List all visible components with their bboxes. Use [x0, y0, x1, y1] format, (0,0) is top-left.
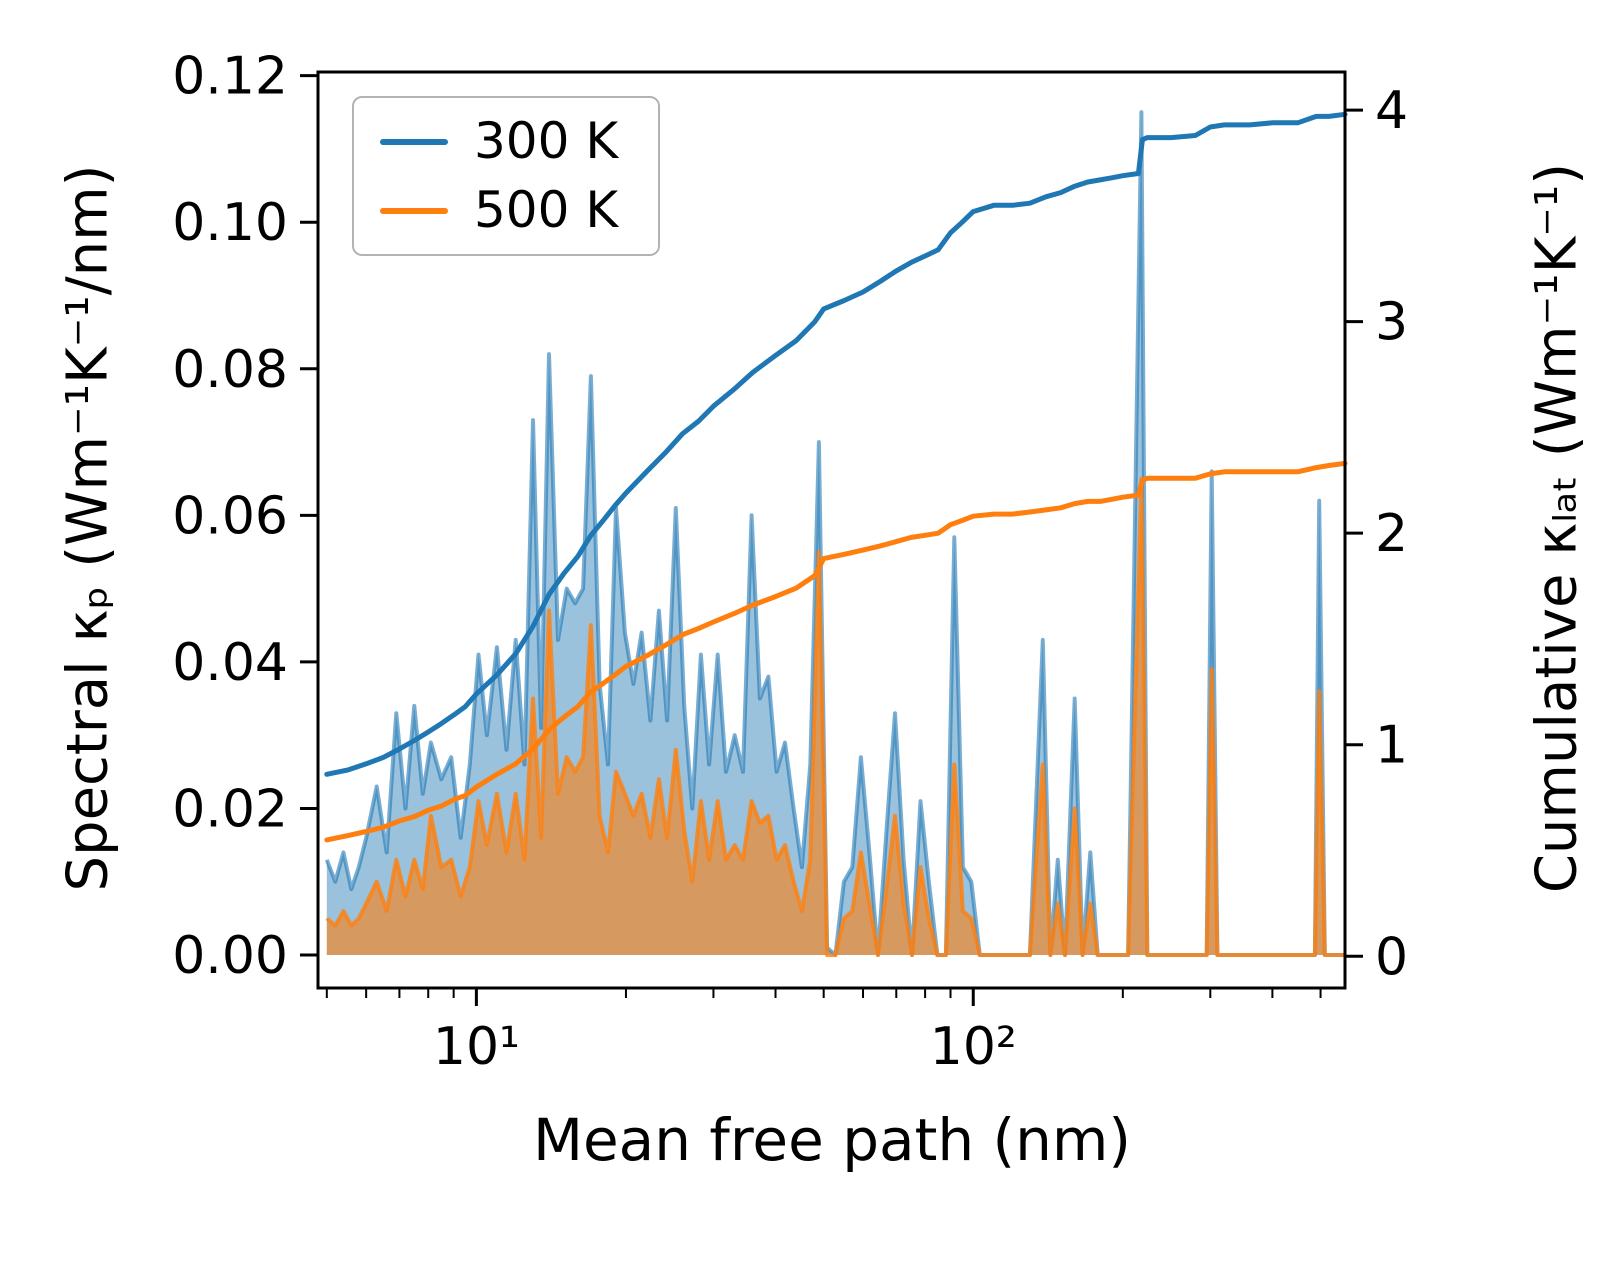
y-axis-label-right: Cumulative κₗₐₜ (Wm⁻¹K⁻¹)	[1524, 162, 1590, 894]
x-axis-label: Mean free path (nm)	[532, 1106, 1132, 1174]
x-tick-label: 10²	[930, 1017, 1017, 1077]
y-right-tick-label: 4	[1375, 81, 1408, 141]
y-left-tick-label: 0.10	[172, 193, 288, 253]
y-right-tick-label: 1	[1375, 716, 1408, 776]
y-right-tick-label: 0	[1375, 927, 1408, 987]
legend-label-500k: 500 K	[474, 181, 619, 239]
spectral-500-area	[326, 478, 1345, 955]
legend-item-300k: 300 K	[380, 114, 618, 169]
legend-swatch-300k-line	[380, 138, 448, 145]
plot-frame	[316, 70, 1347, 990]
x-tick-label: 10¹	[433, 1017, 520, 1077]
y-right-tick-label: 3	[1375, 293, 1408, 353]
y-right-tick-label: 2	[1375, 504, 1408, 564]
y-left-tick-label: 0.12	[172, 47, 288, 107]
spectral-300-area	[326, 112, 1345, 956]
legend-swatch-500k-line	[380, 207, 448, 214]
y-left-tick-label: 0.00	[172, 926, 288, 986]
y-left-tick-label: 0.06	[172, 486, 288, 546]
y-left-tick-label: 0.08	[172, 340, 288, 400]
spectral-500-line	[325, 476, 1345, 957]
cumulative-500-line	[324, 460, 1348, 843]
y-left-tick-label: 0.02	[172, 779, 288, 839]
cumulative-300-line	[324, 111, 1348, 777]
legend-label-300k: 300 K	[474, 112, 619, 170]
legend: 300 K 500 K	[352, 96, 661, 256]
legend-item-500k: 500 K	[380, 183, 618, 238]
y-axis-label-left: Spectral κₚ (Wm⁻¹K⁻¹/nm)	[55, 164, 121, 892]
y-left-tick-label: 0.04	[172, 633, 288, 693]
